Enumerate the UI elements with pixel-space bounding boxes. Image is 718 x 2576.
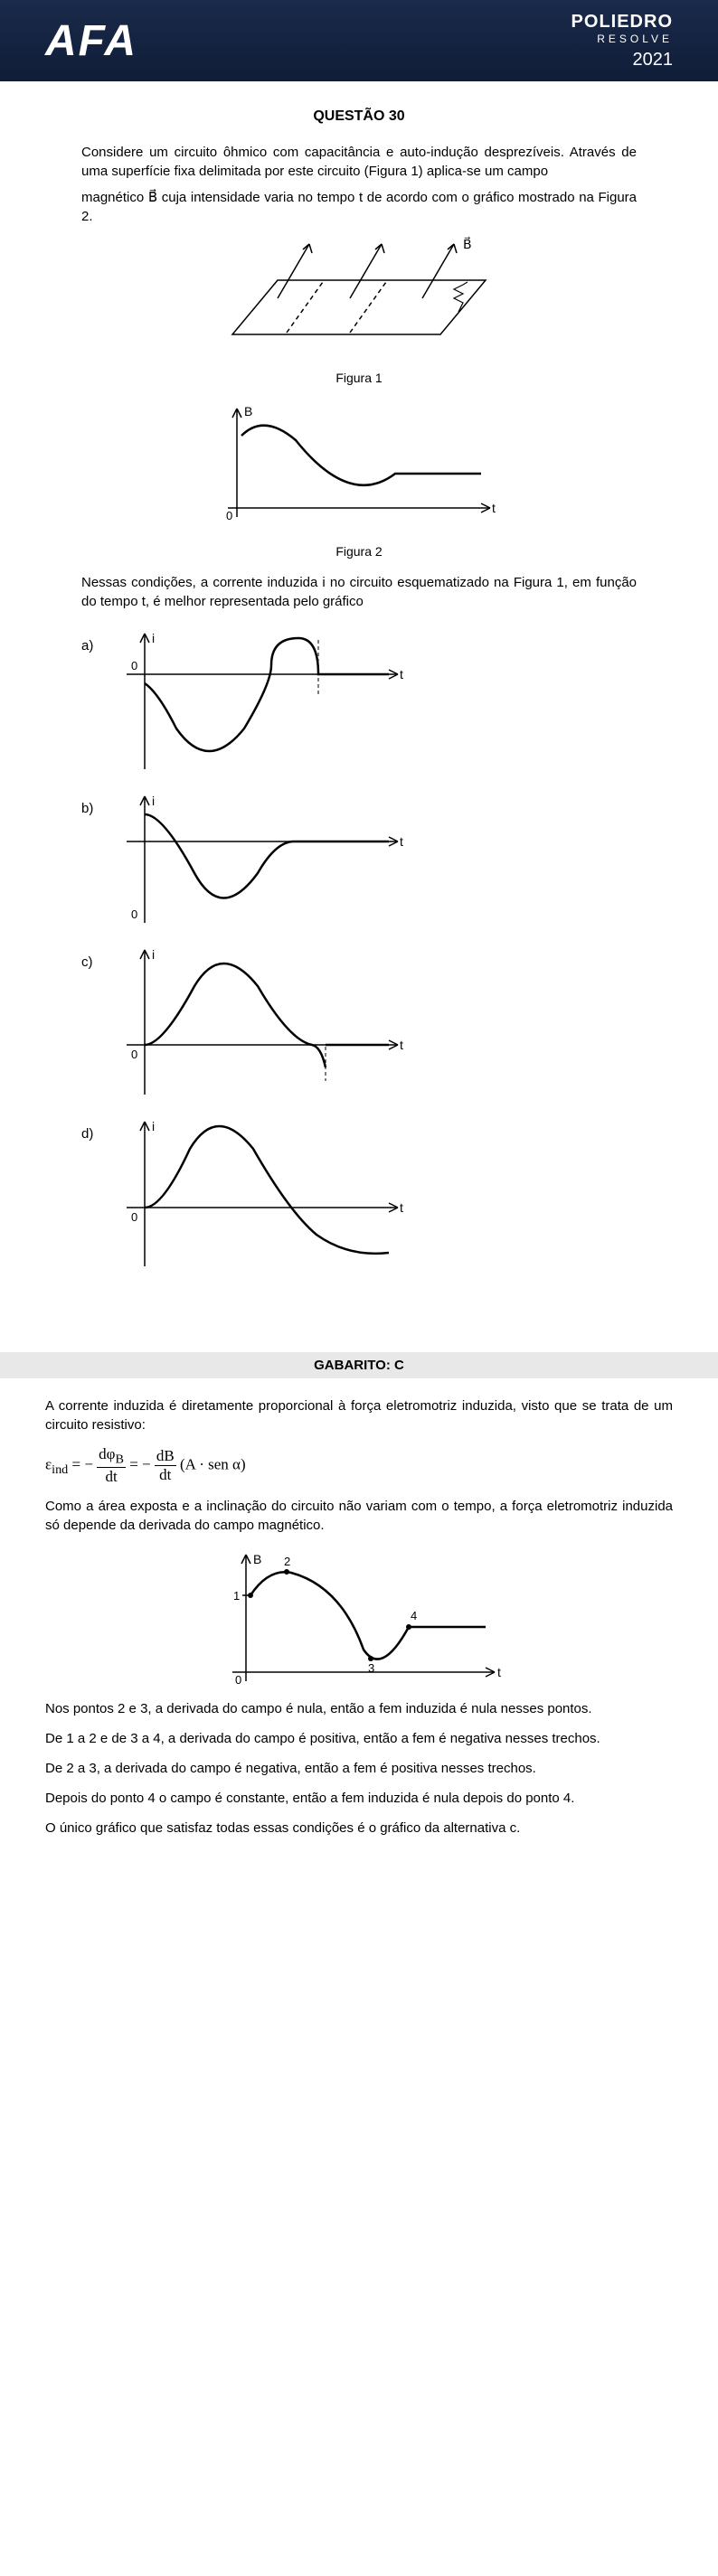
svg-text:i: i bbox=[152, 947, 155, 962]
option-a: a) i t 0 bbox=[81, 629, 637, 774]
exam-year: 2021 bbox=[572, 49, 673, 71]
option-c-label: c) bbox=[81, 945, 109, 970]
svg-text:i: i bbox=[152, 631, 155, 645]
option-d-graph: i t 0 bbox=[109, 1117, 416, 1271]
svg-text:4: 4 bbox=[411, 1609, 417, 1622]
answer-para-5: De 2 a 3, a derivada do campo é negativa… bbox=[45, 1759, 673, 1778]
question-body: QUESTÃO 30 Considere um circuito ôhmico … bbox=[0, 81, 718, 1325]
answer-para-3: Nos pontos 2 e 3, a derivada do campo é … bbox=[45, 1699, 673, 1718]
svg-text:B: B bbox=[244, 404, 252, 418]
svg-text:0: 0 bbox=[131, 1048, 137, 1061]
option-b-graph: i t 0 bbox=[109, 792, 416, 927]
option-c: c) i t 0 bbox=[81, 945, 637, 1099]
answer-key-bar: GABARITO: C bbox=[0, 1352, 718, 1378]
svg-text:t: t bbox=[400, 1038, 403, 1052]
svg-text:1: 1 bbox=[233, 1589, 240, 1603]
svg-text:i: i bbox=[152, 1119, 155, 1133]
brand-name: POLIEDRO bbox=[572, 11, 673, 33]
brand-block: POLIEDRO RESOLVE 2021 bbox=[572, 11, 673, 71]
svg-text:t: t bbox=[492, 501, 496, 515]
svg-text:2: 2 bbox=[284, 1555, 290, 1568]
option-d-label: d) bbox=[81, 1117, 109, 1142]
answer-para-1: A corrente induzida é diretamente propor… bbox=[45, 1396, 673, 1434]
option-b: b) i t 0 bbox=[81, 792, 637, 927]
figure-2-caption: Figura 2 bbox=[81, 544, 637, 559]
svg-text:0: 0 bbox=[131, 659, 137, 672]
answer-graph: B t 0 1 2 3 4 bbox=[210, 1546, 508, 1690]
svg-text:3: 3 bbox=[368, 1661, 374, 1675]
exam-logo: AFA bbox=[45, 16, 137, 66]
answer-formula: εind = − dφBdt = − dBdt (A · sen α) bbox=[45, 1445, 673, 1486]
question-number: QUESTÃO 30 bbox=[81, 108, 637, 125]
page-header: AFA POLIEDRO RESOLVE 2021 bbox=[0, 0, 718, 81]
b-vector-label: B⃗ bbox=[463, 236, 472, 251]
answer-para-4: De 1 a 2 e de 3 a 4, a derivada do campo… bbox=[45, 1729, 673, 1748]
option-a-graph: i t 0 bbox=[109, 629, 416, 774]
brand-sub: RESOLVE bbox=[572, 33, 673, 45]
svg-text:t: t bbox=[400, 667, 403, 682]
svg-text:0: 0 bbox=[131, 907, 137, 921]
answer-para-6: Depois do ponto 4 o campo é constante, e… bbox=[45, 1789, 673, 1808]
question-text-3: Nessas condições, a corrente induzida i … bbox=[81, 573, 637, 611]
figure-1-caption: Figura 1 bbox=[81, 371, 637, 385]
option-c-graph: i t 0 bbox=[109, 945, 416, 1099]
question-text-2: magnético B⃗ cuja intensidade varia no t… bbox=[81, 188, 637, 226]
figure-2-graph: B t 0 bbox=[210, 400, 508, 535]
figure-1-circuit: B⃗ bbox=[205, 235, 513, 362]
svg-text:0: 0 bbox=[131, 1210, 137, 1224]
answer-para-2: Como a área exposta e a inclinação do ci… bbox=[45, 1497, 673, 1535]
svg-text:t: t bbox=[497, 1665, 501, 1679]
svg-text:i: i bbox=[152, 794, 155, 808]
svg-text:0: 0 bbox=[226, 509, 232, 522]
option-d: d) i t 0 bbox=[81, 1117, 637, 1271]
svg-text:t: t bbox=[400, 834, 403, 849]
option-b-label: b) bbox=[81, 792, 109, 816]
svg-text:t: t bbox=[400, 1200, 403, 1215]
svg-text:B: B bbox=[253, 1552, 261, 1566]
svg-text:0: 0 bbox=[235, 1673, 241, 1687]
answer-body: A corrente induzida é diretamente propor… bbox=[0, 1396, 718, 1885]
answer-para-7: O único gráfico que satisfaz todas essas… bbox=[45, 1819, 673, 1838]
option-a-label: a) bbox=[81, 629, 109, 653]
question-text-1: Considere um circuito ôhmico com capacit… bbox=[81, 143, 637, 181]
